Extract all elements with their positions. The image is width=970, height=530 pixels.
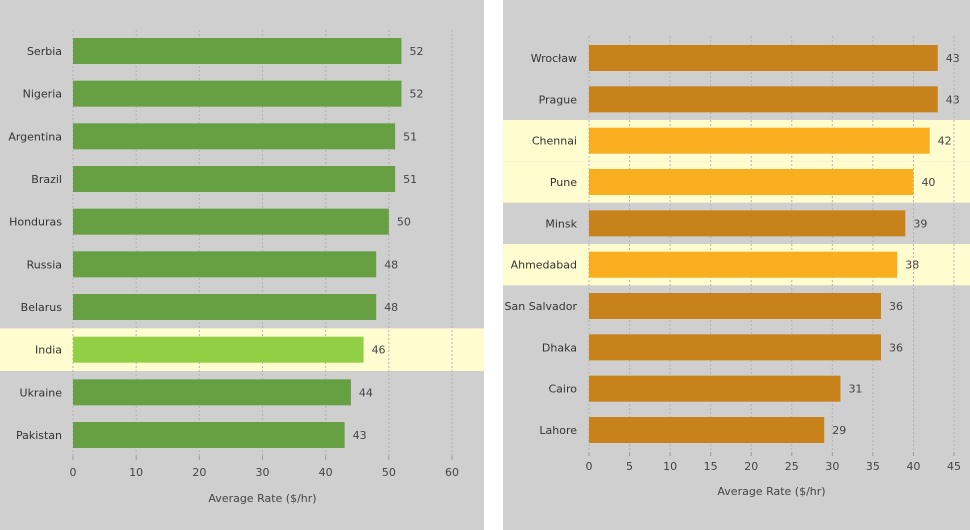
bar-ahmedabad [589, 251, 898, 278]
value-label-belarus: 48 [384, 301, 398, 314]
value-label-dhaka: 36 [889, 341, 903, 354]
x-tick-label-10: 10 [129, 466, 143, 479]
category-label-chennai: Chennai [532, 135, 577, 148]
bar-pakistan [73, 422, 345, 448]
value-label-honduras: 50 [397, 216, 411, 229]
value-label-russia: 48 [384, 258, 398, 271]
value-label-lahore: 29 [832, 424, 846, 437]
category-label-pune: Pune [550, 176, 577, 189]
x-tick-label-25: 25 [785, 460, 799, 473]
value-label-serbia: 52 [409, 45, 423, 58]
value-label-minsk: 39 [913, 217, 927, 230]
x-tick-label-45: 45 [947, 460, 961, 473]
value-label-pakistan: 43 [353, 429, 367, 442]
value-label-india: 46 [372, 344, 386, 357]
category-label-minsk: Minsk [545, 217, 577, 230]
category-label-belarus: Belarus [21, 301, 63, 314]
value-label-ahmedabad: 38 [905, 259, 919, 272]
value-label-prague: 43 [946, 93, 960, 106]
bar-chennai [589, 127, 930, 154]
left-bar-chart: 0 10 20 30 40 50 60 Average Rate ($/hr) Serbia 52… [0, 30, 484, 505]
left-chart-panel: 0 10 20 30 40 50 60 Average Rate ($/hr) Serbia 52… [0, 0, 484, 530]
bar-brazil [73, 166, 396, 192]
bar-prague [589, 86, 938, 113]
bar-pune [589, 169, 914, 195]
value-label-chennai: 42 [938, 135, 952, 148]
category-label-india: India [35, 344, 62, 357]
bar-serbia [73, 38, 402, 64]
x-axis-title: Average Rate ($/hr) [717, 485, 825, 498]
bar-russia [73, 251, 377, 278]
bar-ukraine [73, 379, 351, 406]
category-label-serbia: Serbia [27, 45, 62, 58]
category-label-cairo: Cairo [549, 383, 578, 396]
x-tick-label-5: 5 [626, 460, 633, 473]
right-chart-panel: 0 5 10 15 20 25 30 35 40 45 Average Rate ($/hr) Wro… [503, 0, 970, 530]
category-label-argentina: Argentina [8, 130, 62, 143]
right-bar-chart: 0 5 10 15 20 25 30 35 40 45 Average Rate ($/hr) Wro… [503, 36, 970, 498]
value-label-nigeria: 52 [409, 88, 423, 101]
value-label-brazil: 51 [403, 173, 417, 186]
bar-wroc-aw [589, 45, 938, 71]
bar-belarus [73, 294, 377, 320]
bar-lahore [589, 417, 825, 443]
category-label-ukraine: Ukraine [20, 386, 63, 399]
x-tick-label-10: 10 [663, 460, 677, 473]
category-label-nigeria: Nigeria [23, 88, 62, 101]
x-tick-label-0: 0 [70, 466, 77, 479]
category-label-brazil: Brazil [31, 173, 62, 186]
value-label-san-salvador: 36 [889, 300, 903, 313]
x-tick-label-40: 40 [319, 466, 333, 479]
value-label-pune: 40 [921, 176, 935, 189]
x-tick-label-60: 60 [445, 466, 459, 479]
x-tick-label-20: 20 [744, 460, 758, 473]
category-label-dhaka: Dhaka [542, 341, 577, 354]
x-tick-label-30: 30 [256, 466, 270, 479]
category-label-ahmedabad: Ahmedabad [511, 259, 577, 272]
category-label-honduras: Honduras [9, 216, 62, 229]
value-label-ukraine: 44 [359, 386, 373, 399]
x-tick-label-20: 20 [192, 466, 206, 479]
x-tick-label-30: 30 [825, 460, 839, 473]
value-label-cairo: 31 [848, 383, 862, 396]
bar-dhaka [589, 334, 881, 361]
x-axis-title: Average Rate ($/hr) [208, 492, 316, 505]
bar-san-salvador [589, 293, 881, 319]
bar-honduras [73, 208, 389, 235]
x-tick-label-50: 50 [382, 466, 396, 479]
x-tick-label-35: 35 [866, 460, 880, 473]
category-label-lahore: Lahore [539, 424, 577, 437]
bar-india [73, 336, 364, 363]
category-label-pakistan: Pakistan [16, 429, 62, 442]
x-tick-label-40: 40 [906, 460, 920, 473]
x-tick-label-15: 15 [704, 460, 718, 473]
category-label-prague: Prague [539, 93, 578, 106]
value-label-wroc-aw: 43 [946, 52, 960, 65]
bar-nigeria [73, 80, 402, 107]
category-label-russia: Russia [27, 258, 62, 271]
value-label-argentina: 51 [403, 130, 417, 143]
x-tick-label-0: 0 [586, 460, 593, 473]
bar-argentina [73, 123, 396, 150]
bar-cairo [589, 375, 841, 402]
category-label-wroc-aw: Wrocław [531, 52, 577, 65]
bar-minsk [589, 210, 906, 237]
category-label-san-salvador: San Salvador [505, 300, 578, 313]
